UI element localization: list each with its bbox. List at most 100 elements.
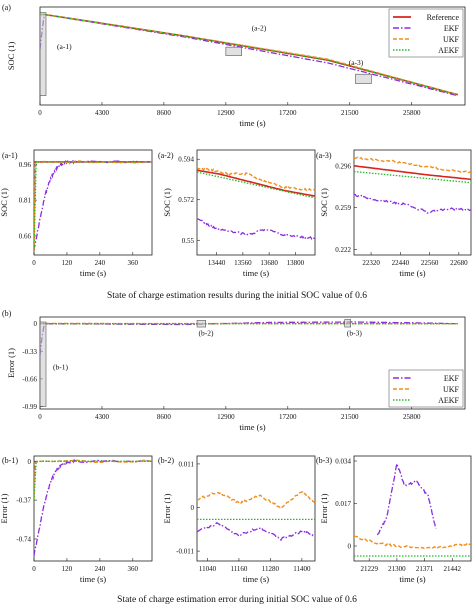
series-line-reference [197,169,315,197]
series-line-ukf [197,491,315,510]
x-axis-label: time (s) [80,268,106,278]
y-axis-label: Error (1) [162,493,172,523]
x-axis-label: time (s) [239,118,265,128]
series-line-ukf [197,166,315,192]
y-tick-label: -0.99 [22,403,37,411]
zoom-label: (a-2) [252,23,267,32]
x-tick-label: 4300 [95,413,110,421]
x-tick-label: 13800 [287,259,305,267]
legend-label: AEKF [438,46,459,55]
legend-label: UKF [443,35,460,44]
x-tick-label: 360 [128,259,139,267]
chart-a-main: 0 4300 8600 12900 17200 21500 25800 time (s) SOC… [2,3,466,128]
series-line-reference [354,165,471,181]
y-tick-label: 0.222 [335,246,351,254]
y-axis-label: SOC (1) [162,188,172,217]
y-tick-label: 0.034 [335,458,351,466]
y-tick-label: 0 [191,504,195,512]
panel-tag: (a-3) [316,151,332,160]
x-tick-label: 21229 [360,565,378,573]
y-tick-label: 0.594 [178,156,194,164]
x-tick-label: 240 [95,565,106,573]
y-axis-label: Error (1) [319,493,329,523]
zoom-box [225,46,242,56]
x-axis-label: time (s) [239,422,265,432]
x-tick-label: 21371 [416,565,434,573]
x-tick-label: 25800 [403,109,421,117]
x-tick-label: 13680 [260,259,278,267]
zoom-box [355,73,372,84]
x-tick-label: 21442 [444,565,462,573]
x-tick-label: 21300 [388,565,406,573]
chart-a-3: 22320 22440 22560 22680 0.222 0.259 0.296 time … [316,149,472,278]
y-tick-label: 0.017 [335,500,351,508]
zoom-label: (b-1) [53,363,68,372]
y-tick-label: -0.33 [22,348,37,356]
series-line-aekf [34,161,152,251]
y-tick-label: -0.66 [22,375,37,383]
series-line-ukf [34,160,152,252]
plot-frame [353,149,472,256]
y-axis-label: SOC (1) [6,42,16,71]
series-line-aekf [197,171,315,199]
x-tick-label: 11280 [262,565,280,573]
series-line-aekf [40,13,458,96]
panel-tag: (a-1) [2,151,18,160]
x-tick-label: 8600 [157,109,172,117]
series-line-ekf [197,521,315,542]
zoom-box [196,320,206,328]
panel-tag: (a-2) [158,151,174,160]
chart-b-2: 11040 11160 11280 11400 0.011 0 -0.011 time (s)… [158,455,316,584]
x-tick-label: 120 [62,565,73,573]
y-tick-label: 0.55 [182,237,195,245]
x-tick-label: 0 [32,565,36,573]
plot-frame [196,455,316,562]
y-axis-label: SOC (1) [319,188,329,217]
x-tick-label: 22560 [421,259,439,267]
y-tick-label: 0.96 [19,161,32,169]
y-tick-label: -0.37 [16,497,31,505]
y-tick-label: 0 [28,458,32,466]
legend-label: UKF [443,385,460,394]
x-tick-label: 25800 [403,413,421,421]
zoom-label: (b-2) [198,328,213,337]
x-tick-label: 0 [38,109,42,117]
zoom-label: (b-3) [347,328,362,337]
y-tick-label: 0.572 [178,196,194,204]
chart-b-1: 0 120 240 360 0 -0.37 -0.74 time (s) Error (1) (b… [0,455,153,584]
series-line-ukf [354,156,471,174]
x-tick-label: 13560 [234,259,252,267]
x-axis-label: time (s) [80,574,106,584]
panel-tag: (a) [2,3,11,12]
y-tick-label: -0.011 [176,548,194,556]
x-tick-label: 8600 [157,413,172,421]
chart-b-main: 0 4300 8600 12900 17200 21500 25800 0 -0.33 -0.66… [2,309,466,432]
chart-a-1: 0 120 240 360 0.66 0.81 0.96 time (s) SOC (1) (a-… [0,149,153,278]
legend-label: EKF [444,374,460,383]
zoom-label: (a-1) [57,42,72,51]
series-line-ekf [376,461,437,536]
y-tick-label: 0 [348,543,352,551]
y-axis-label: SOC (1) [0,188,9,217]
zoom-box [344,319,352,328]
x-tick-label: 4300 [95,109,110,117]
x-axis-label: time (s) [399,268,425,278]
x-tick-label: 13440 [208,259,226,267]
y-tick-label: 0.259 [335,204,351,212]
series-line-ekf [197,218,315,240]
x-tick-label: 12900 [217,109,235,117]
legend-label: EKF [444,24,460,33]
chart-a-2: 13440 13560 13680 13800 0.55 0.572 0.594 time (… [158,149,316,278]
x-tick-label: 17200 [279,109,297,117]
x-tick-label: 22680 [450,259,468,267]
figure-panels: 0 4300 8600 12900 17200 21500 25800 time (s) SOC… [0,3,472,584]
legend-label: Reference [427,13,460,22]
x-tick-label: 360 [128,565,139,573]
x-axis-label: time (s) [399,574,425,584]
zoom-label: (a-3) [349,58,364,67]
caption-a: State of charge estimation results durin… [107,290,367,301]
x-tick-label: 240 [95,259,106,267]
zoom-box [39,12,47,96]
panel-tag: (b) [2,309,12,318]
x-tick-label: 22440 [392,259,410,267]
